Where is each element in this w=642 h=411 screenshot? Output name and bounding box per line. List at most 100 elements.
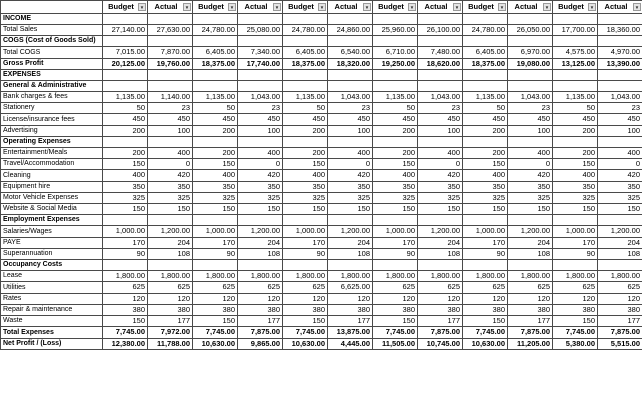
cell[interactable]: 150 [282,314,328,328]
cell[interactable]: 18,375.00 [192,57,238,70]
cell[interactable]: 100 [417,124,463,137]
cell[interactable] [372,259,418,271]
cell[interactable]: 380 [147,303,193,317]
cell[interactable]: 50 [102,101,148,115]
cell[interactable] [417,68,463,81]
row-label[interactable]: Lease [0,269,103,283]
column-header-budget[interactable]: Budget ▼ [102,0,148,14]
row-label[interactable]: Equipment hire [0,180,103,193]
cell[interactable]: 420 [597,169,642,182]
cell[interactable]: 120 [507,292,553,305]
cell[interactable]: 50 [372,101,418,115]
row-label[interactable]: PAYE [0,236,103,249]
cell[interactable]: 100 [507,124,553,137]
cell[interactable]: 1,000.00 [282,225,328,238]
cell[interactable]: 170 [102,236,148,249]
cell[interactable] [462,214,508,227]
cell[interactable] [552,68,598,81]
cell[interactable]: 108 [237,247,283,261]
cell[interactable]: 204 [507,236,553,249]
cell[interactable] [102,68,148,81]
cell[interactable]: 50 [282,101,328,115]
filter-dropdown-icon[interactable]: ▼ [543,3,551,11]
cell[interactable]: 100 [597,124,642,137]
cell[interactable]: 400 [597,146,642,160]
cell[interactable]: 18,375.00 [462,57,508,70]
cell[interactable]: 450 [102,113,148,126]
column-header-actual[interactable]: Actual ▼ [147,0,193,14]
cell[interactable] [597,135,642,148]
cell[interactable]: 625 [507,281,553,294]
cell[interactable] [327,68,373,81]
cell[interactable]: 150 [102,202,148,216]
cell[interactable]: 400 [417,146,463,160]
filter-dropdown-icon[interactable]: ▼ [408,3,416,11]
cell[interactable]: 50 [462,101,508,115]
cell[interactable]: 50 [552,101,598,115]
cell[interactable]: 325 [327,191,373,205]
filter-dropdown-icon[interactable]: ▼ [363,3,371,11]
cell[interactable] [597,68,642,81]
row-label[interactable]: Utilities [0,281,103,294]
cell[interactable]: 325 [462,191,508,205]
cell[interactable]: 325 [507,191,553,205]
cell[interactable]: 120 [552,292,598,305]
cell[interactable] [597,35,642,48]
cell[interactable] [507,13,553,25]
cell[interactable]: 380 [552,303,598,317]
cell[interactable]: 90 [372,247,418,261]
cell[interactable]: 7,875.00 [237,326,283,339]
cell[interactable]: 150 [192,157,238,171]
cell[interactable] [327,13,373,25]
cell[interactable]: 25,960.00 [372,23,418,37]
cell[interactable]: 7,745.00 [192,326,238,339]
cell[interactable]: 1,000.00 [192,225,238,238]
cell[interactable]: 25,080.00 [237,23,283,37]
cell[interactable]: 350 [552,180,598,193]
cell[interactable]: 6,540.00 [327,46,373,59]
cell[interactable] [147,135,193,148]
filter-dropdown-icon[interactable]: ▼ [183,3,191,11]
cell[interactable]: 380 [462,303,508,317]
row-label[interactable]: Repair & maintenance [0,303,103,317]
cell[interactable]: 380 [282,303,328,317]
cell[interactable] [237,135,283,148]
column-header-budget[interactable]: Budget ▼ [192,0,238,14]
cell[interactable]: 204 [417,236,463,249]
cell[interactable] [102,135,148,148]
cell[interactable]: 1,800.00 [237,269,283,283]
cell[interactable] [462,13,508,25]
cell[interactable]: 1,200.00 [327,225,373,238]
cell[interactable] [147,214,193,227]
cell[interactable]: 1,800.00 [327,269,373,283]
cell[interactable]: 1,000.00 [552,225,598,238]
cell[interactable]: 13,390.00 [597,57,642,70]
cell[interactable] [282,35,328,48]
cell[interactable]: 1,135.00 [462,90,508,104]
cell[interactable]: 450 [147,113,193,126]
cell[interactable]: 1,135.00 [372,90,418,104]
cell[interactable] [417,35,463,48]
cell[interactable]: 150 [372,314,418,328]
cell[interactable]: 7,745.00 [552,326,598,339]
cell[interactable]: 23 [417,101,463,115]
row-label[interactable]: EXPENSES [0,68,103,81]
cell[interactable]: 23 [147,101,193,115]
cell[interactable] [597,259,642,271]
cell[interactable]: 1,000.00 [372,225,418,238]
cell[interactable]: 1,800.00 [372,269,418,283]
cell[interactable]: 17,700.00 [552,23,598,37]
cell[interactable]: 170 [282,236,328,249]
cell[interactable]: 350 [192,180,238,193]
cell[interactable] [147,35,193,48]
cell[interactable]: 625 [417,281,463,294]
cell[interactable] [192,214,238,227]
cell[interactable] [552,135,598,148]
cell[interactable]: 325 [192,191,238,205]
cell[interactable]: 420 [507,169,553,182]
cell[interactable]: 450 [237,113,283,126]
cell[interactable]: 170 [372,236,418,249]
cell[interactable]: 200 [462,124,508,137]
row-label[interactable]: Advertising [0,124,103,137]
row-label[interactable]: Cleaning [0,169,103,182]
